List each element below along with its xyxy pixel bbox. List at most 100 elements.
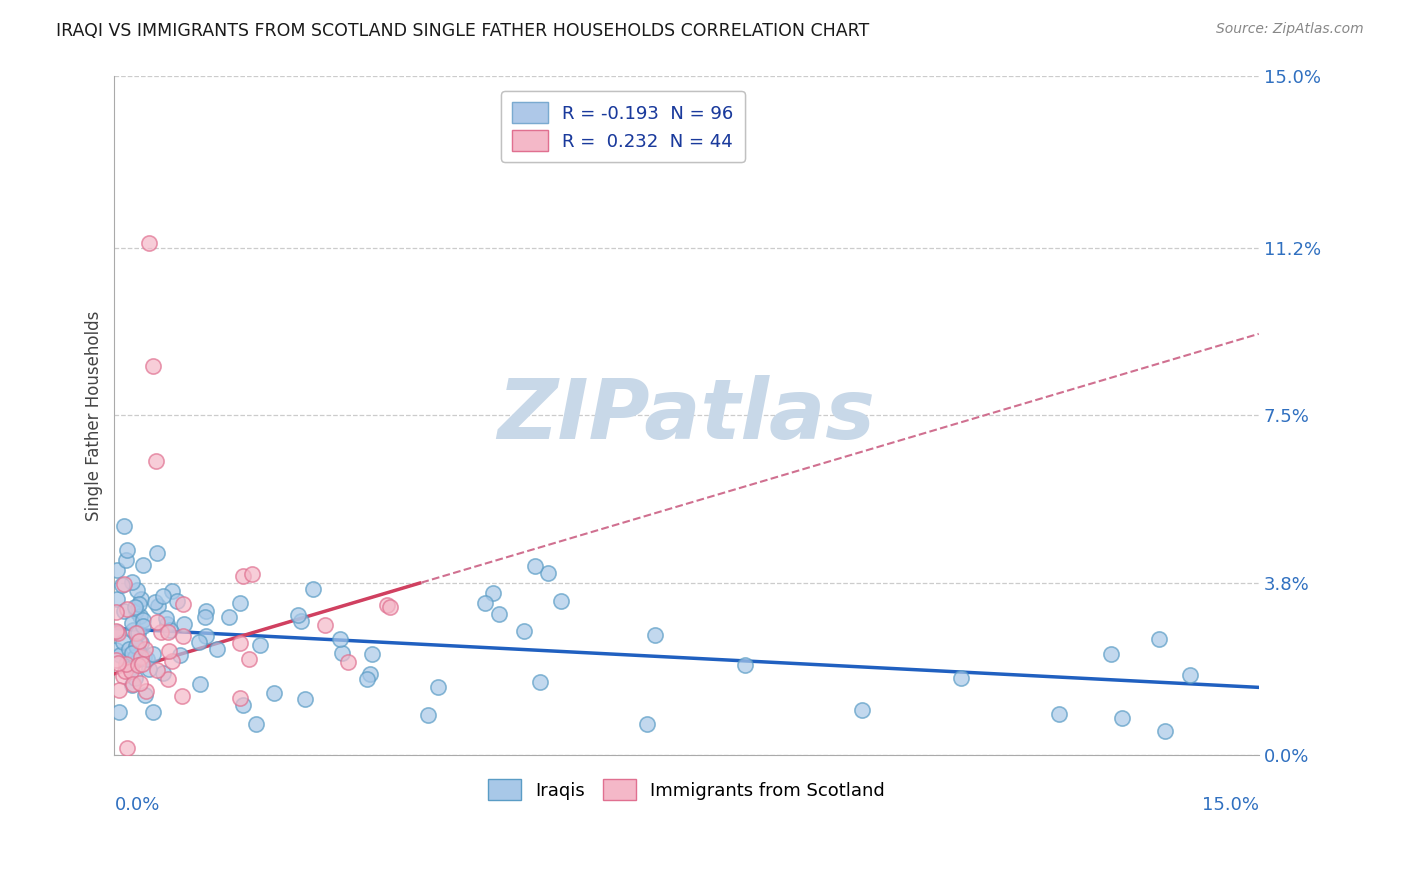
Point xyxy=(107,705,129,719)
Point xyxy=(375,598,398,612)
Point xyxy=(263,686,285,700)
Point xyxy=(142,359,165,373)
Point xyxy=(314,618,336,632)
Point xyxy=(142,647,165,661)
Point xyxy=(1099,647,1122,661)
Point xyxy=(138,662,160,676)
Point xyxy=(134,689,156,703)
Point xyxy=(115,553,138,567)
Point xyxy=(949,671,972,685)
Point xyxy=(138,236,160,251)
Point xyxy=(104,606,127,620)
Point xyxy=(302,582,325,597)
Point xyxy=(135,683,157,698)
Point xyxy=(194,604,217,618)
Point xyxy=(131,614,153,628)
Point xyxy=(111,578,134,592)
Point xyxy=(146,615,169,629)
Point xyxy=(112,576,135,591)
Point xyxy=(1047,707,1070,722)
Point xyxy=(107,591,129,606)
Point xyxy=(172,628,194,642)
Point xyxy=(145,454,167,468)
Point xyxy=(121,623,143,637)
Point xyxy=(361,647,384,661)
Point xyxy=(229,596,252,610)
Point xyxy=(229,636,252,650)
Point xyxy=(104,643,127,657)
Point xyxy=(107,656,129,670)
Point xyxy=(734,658,756,673)
Point xyxy=(111,669,134,683)
Point xyxy=(155,611,177,625)
Point xyxy=(105,625,128,640)
Point xyxy=(229,691,252,706)
Point xyxy=(150,625,173,640)
Point xyxy=(1153,724,1175,739)
Point xyxy=(145,546,167,560)
Text: 0.0%: 0.0% xyxy=(114,797,160,814)
Point xyxy=(156,672,179,686)
Point xyxy=(172,597,194,611)
Point xyxy=(232,569,254,583)
Point xyxy=(112,635,135,649)
Legend: R = -0.193  N = 96, R =  0.232  N = 44: R = -0.193 N = 96, R = 0.232 N = 44 xyxy=(501,91,745,162)
Point xyxy=(166,594,188,608)
Point xyxy=(238,652,260,666)
Point xyxy=(121,616,143,631)
Point xyxy=(194,609,217,624)
Point xyxy=(156,617,179,632)
Point xyxy=(112,519,135,533)
Point xyxy=(105,563,128,577)
Point xyxy=(131,558,153,573)
Point xyxy=(851,703,873,717)
Point xyxy=(159,624,181,638)
Point xyxy=(330,646,353,660)
Point xyxy=(121,574,143,589)
Point xyxy=(121,647,143,661)
Point xyxy=(129,592,152,607)
Point xyxy=(550,594,572,608)
Point xyxy=(359,666,381,681)
Point xyxy=(329,632,352,647)
Point xyxy=(134,642,156,657)
Point xyxy=(124,650,146,665)
Point xyxy=(127,626,149,640)
Point xyxy=(294,691,316,706)
Point xyxy=(157,625,180,640)
Point xyxy=(124,671,146,685)
Point xyxy=(108,682,131,697)
Point xyxy=(115,601,138,615)
Point xyxy=(290,614,312,628)
Point xyxy=(513,624,536,638)
Point xyxy=(105,653,128,667)
Point xyxy=(114,664,136,678)
Point xyxy=(537,566,560,581)
Point xyxy=(124,639,146,653)
Point xyxy=(129,649,152,664)
Point xyxy=(132,649,155,664)
Point xyxy=(117,653,139,667)
Point xyxy=(128,633,150,648)
Point xyxy=(1111,710,1133,724)
Point xyxy=(524,558,547,573)
Point xyxy=(131,619,153,633)
Point xyxy=(378,599,401,614)
Point xyxy=(160,583,183,598)
Text: ZIPatlas: ZIPatlas xyxy=(498,375,876,456)
Point xyxy=(427,681,450,695)
Text: IRAQI VS IMMIGRANTS FROM SCOTLAND SINGLE FATHER HOUSEHOLDS CORRELATION CHART: IRAQI VS IMMIGRANTS FROM SCOTLAND SINGLE… xyxy=(56,22,869,40)
Point xyxy=(146,599,169,613)
Point xyxy=(125,625,148,640)
Point xyxy=(160,654,183,668)
Y-axis label: Single Father Households: Single Father Households xyxy=(86,310,103,521)
Point xyxy=(115,542,138,557)
Point xyxy=(337,656,360,670)
Point xyxy=(142,705,165,719)
Point xyxy=(418,708,440,723)
Point xyxy=(146,663,169,677)
Point xyxy=(135,652,157,666)
Point xyxy=(127,657,149,672)
Point xyxy=(131,657,153,672)
Point xyxy=(218,610,240,624)
